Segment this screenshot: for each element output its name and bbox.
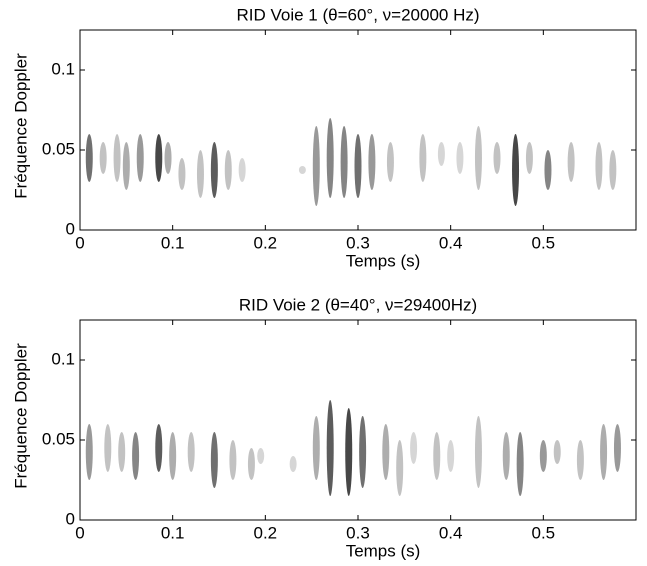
x-tick-label: 0.5	[532, 523, 556, 542]
streak	[553, 440, 561, 464]
streak	[132, 432, 140, 480]
streak	[512, 134, 520, 206]
x-tick-label: 0.3	[346, 233, 370, 252]
x-tick-label: 0.1	[161, 233, 185, 252]
streak	[99, 142, 107, 174]
x-axis-label: Temps (s)	[346, 541, 421, 560]
y-tick-label: 0.05	[42, 429, 75, 448]
streak	[595, 142, 603, 190]
streak	[113, 134, 121, 182]
streak	[155, 424, 163, 472]
x-tick-label: 0.4	[439, 233, 463, 252]
streak	[326, 118, 334, 198]
y-axis-label: Fréquence Doppler	[11, 53, 30, 199]
streak	[247, 448, 255, 480]
x-tick-label: 0	[75, 233, 84, 252]
streak	[298, 166, 306, 174]
streak	[447, 440, 455, 472]
streak	[576, 440, 584, 480]
streak	[312, 416, 320, 480]
streak	[539, 440, 547, 472]
streak	[386, 142, 394, 182]
x-tick-label: 0.5	[532, 233, 556, 252]
y-tick-label: 0.1	[51, 59, 75, 78]
streak	[474, 416, 482, 488]
streak	[345, 408, 353, 496]
streak	[525, 142, 533, 174]
streak	[104, 424, 112, 472]
streak	[224, 150, 232, 190]
streak	[474, 126, 482, 190]
streak	[354, 134, 362, 198]
streak	[210, 432, 218, 488]
streak	[164, 142, 172, 174]
streak	[312, 126, 320, 206]
x-tick-label: 0.2	[254, 233, 278, 252]
streak	[326, 400, 334, 496]
x-tick-label: 0.3	[346, 523, 370, 542]
streak	[85, 424, 93, 480]
streak	[118, 432, 126, 472]
streak	[600, 424, 608, 480]
y-tick-label: 0	[66, 219, 75, 238]
streak	[169, 432, 177, 480]
streak	[187, 432, 195, 472]
streak	[567, 142, 575, 182]
x-axis-label: Temps (s)	[346, 251, 421, 270]
y-tick-label: 0.1	[51, 349, 75, 368]
streak	[257, 448, 265, 464]
streak	[122, 142, 130, 190]
streak	[544, 150, 552, 190]
streak	[136, 134, 144, 182]
streak	[178, 158, 186, 190]
streak	[340, 126, 348, 198]
streak	[410, 432, 418, 464]
streak	[368, 134, 376, 190]
streak	[609, 150, 617, 190]
streak	[229, 440, 237, 480]
x-tick-label: 0.1	[161, 523, 185, 542]
streak	[289, 456, 297, 472]
y-tick-label: 0	[66, 509, 75, 528]
streak	[196, 150, 204, 198]
streak	[433, 432, 441, 480]
x-tick-label: 0.4	[439, 523, 463, 542]
streak	[238, 158, 246, 182]
streak	[382, 424, 390, 480]
streak	[502, 432, 510, 480]
axes-frame	[79, 319, 637, 521]
streak	[359, 416, 367, 488]
streak	[516, 432, 524, 496]
chart-title: RID Voie 1 (θ=60°, ν=20000 Hz)	[236, 5, 479, 24]
streak	[419, 134, 427, 182]
streak	[85, 134, 93, 182]
streak	[210, 142, 218, 198]
chart-title: RID Voie 2 (θ=40°, ν=29400Hz)	[239, 295, 477, 314]
x-tick-label: 0	[75, 523, 84, 542]
streak	[155, 134, 163, 182]
streak	[456, 142, 464, 174]
y-tick-label: 0.05	[42, 139, 75, 158]
streak	[613, 424, 621, 472]
streak	[396, 440, 404, 496]
axes-frame	[79, 29, 637, 231]
x-tick-label: 0.2	[254, 523, 278, 542]
streak	[493, 142, 501, 174]
y-axis-label: Fréquence Doppler	[11, 343, 30, 489]
streak	[437, 142, 445, 166]
